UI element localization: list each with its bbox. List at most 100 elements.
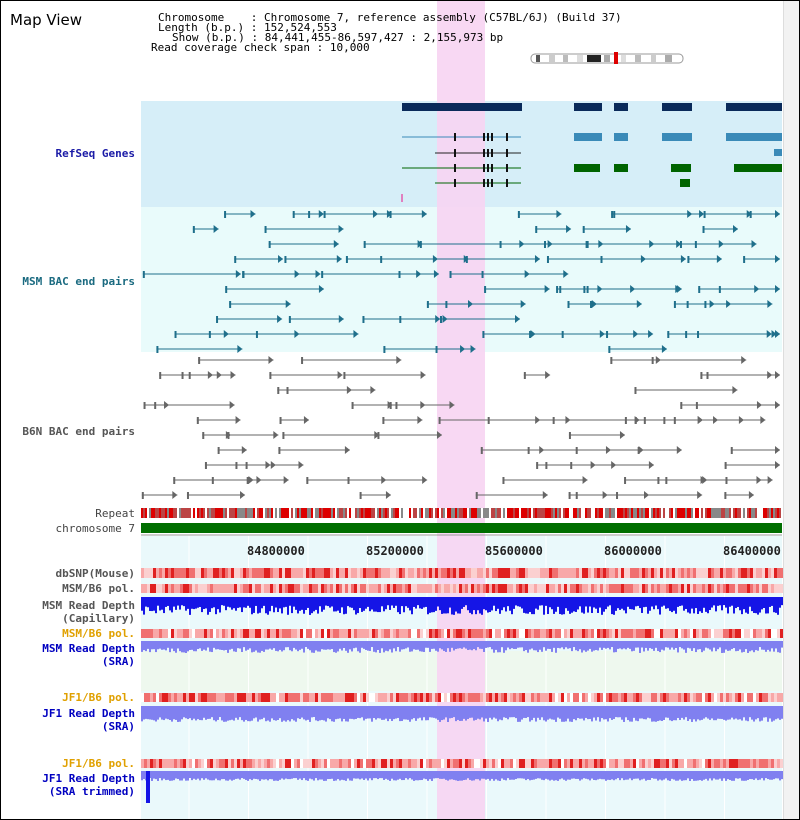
jf1-b6-pol-heat: [147, 693, 150, 702]
msm-depth-sra-bar: [325, 641, 327, 650]
jf1-depth-trimmed-bar: [473, 771, 475, 781]
msm-depth-capillary-label[interactable]: MSM Read Depth: [42, 599, 135, 612]
jf1-depth-trimmed-bar: [377, 771, 379, 780]
jf1-depth-trimmed-label[interactable]: JF1 Read Depth: [42, 772, 135, 785]
jf1-b6-pol-trimmed-label[interactable]: JF1/B6 pol.: [62, 757, 135, 770]
jf1-b6-pol-trimmed-heat: [348, 759, 351, 768]
dbsnp-heat: [705, 568, 708, 578]
jf1-b6-pol-trimmed-heat: [462, 759, 465, 768]
jf1-depth-trimmed-bar: [187, 771, 189, 781]
jf1-depth-trimmed-bar: [761, 771, 763, 779]
b6n-bac-pair: [303, 416, 309, 424]
msm-depth-capillary-bar: [463, 597, 465, 607]
jf1-depth-trimmed-bar: [243, 771, 245, 779]
msm-depth-sra-bar: [651, 641, 653, 649]
dbsnp-heat: [420, 568, 423, 578]
msm-b6-pol-sra-heat: [186, 629, 189, 638]
msm-depth-capillary-bar: [345, 597, 347, 614]
msm-bac-label[interactable]: MSM BAC end pairs: [22, 275, 135, 288]
jf1-depth-trimmed-bar: [505, 771, 507, 781]
jf1-depth-sra-bar: [199, 706, 201, 721]
repeat-mark: [655, 508, 657, 518]
jf1-b6-pol-heat: [492, 693, 495, 702]
msm-depth-capillary-bar: [375, 597, 377, 612]
msm-depth-capillary-bar: [545, 597, 547, 606]
msm-depth-sra-bar: [153, 641, 155, 650]
msm-b6-pol-heat: [717, 584, 720, 593]
msm-depth-sra-bar: [213, 641, 215, 648]
jf1-b6-pol-trimmed-heat: [171, 759, 174, 768]
dbsnp-heat: [714, 568, 717, 578]
msm-b6-pol-sra-heat: [192, 629, 195, 638]
jf1-depth-trimmed-bar: [585, 771, 587, 779]
dbsnp-heat: [408, 568, 411, 578]
jf1-depth-trimmed-bar: [551, 771, 553, 780]
msm-b6-pol-label[interactable]: MSM/B6 pol.: [62, 582, 135, 595]
msm-depth-capillary-bar: [195, 597, 197, 609]
dbsnp-heat: [225, 568, 228, 578]
msm-depth-sra-bar: [547, 641, 549, 649]
msm-depth-capillary-bar: [297, 597, 299, 614]
jf1-b6-pol-heat: [738, 693, 741, 702]
msm-b6-pol-sra-heat: [201, 629, 204, 638]
msm-depth-capillary-bar: [615, 597, 617, 611]
msm-b6-pol-sra-heat: [762, 629, 765, 638]
refseq-genes-label[interactable]: RefSeq Genes: [55, 147, 135, 160]
msm-b6-pol-heat: [489, 584, 492, 593]
b6n-bac-pair: [680, 402, 683, 409]
msm-b6-pol-sra-heat: [438, 629, 441, 638]
repeat-mark: [193, 508, 195, 518]
dbsnp-heat: [726, 568, 729, 578]
msm-b6-pol-sra-heat: [624, 629, 627, 638]
jf1-depth-trimmed-bar: [353, 771, 355, 779]
vertical-scrollbar[interactable]: [783, 1, 799, 819]
msm-depth-capillary-bar: [533, 597, 535, 615]
dbsnp-heat: [480, 568, 483, 578]
repeat-mark: [219, 508, 221, 518]
dbsnp-heat: [258, 568, 261, 578]
dbsnp-heat: [531, 568, 534, 578]
msm-depth-sra-bar: [241, 641, 243, 652]
jf1-depth-sra-bar: [367, 706, 369, 719]
jf1-depth-sra-label[interactable]: JF1 Read Depth: [42, 707, 135, 720]
msm-b6-pol-sra-heat: [522, 629, 525, 638]
dbsnp-heat: [222, 568, 225, 578]
dbsnp-label[interactable]: dbSNP(Mouse): [55, 567, 135, 580]
jf1-b6-pol-trimmed-heat: [453, 759, 456, 768]
jf1-b6-pol-trimmed-heat: [618, 759, 621, 768]
jf1-depth-trimmed-bar: [231, 771, 233, 781]
msm-depth-sra-bar: [245, 641, 247, 651]
b6n-bac-pair: [273, 431, 279, 439]
msm-b6-pol-sra-heat: [162, 629, 165, 638]
msm-depth-sra-label[interactable]: MSM Read Depth: [42, 642, 135, 655]
jf1-b6-pol-heat: [732, 693, 735, 702]
msm-depth-sra-bar: [435, 641, 437, 651]
jf1-depth-sra-bar: [571, 706, 573, 722]
b6n-bac-pair: [306, 477, 309, 484]
jf1-b6-pol-heat: [222, 693, 225, 702]
jf1-b6-pol-heat: [459, 693, 462, 702]
dbsnp-heat: [642, 568, 645, 578]
msm-b6-pol-sra-heat: [741, 629, 744, 638]
repeat-mark: [369, 508, 371, 518]
msm-b6-pol-sra-label[interactable]: MSM/B6 pol.: [62, 627, 135, 640]
jf1-b6-pol-heat: [312, 693, 315, 702]
length-info: Length (b.p.) : 152,524,553: [158, 21, 337, 34]
msm-b6-pol-heat: [336, 584, 339, 593]
msm-b6-pol-heat: [765, 584, 768, 593]
dbsnp-heat: [432, 568, 435, 578]
repeat-mark: [483, 508, 485, 518]
msm-b6-pol-sra-heat: [387, 629, 390, 638]
jf1-b6-pol-trimmed-heat: [465, 759, 468, 768]
jf1-depth-trimmed-bar: [457, 771, 459, 781]
msm-depth-capillary-bar: [241, 597, 243, 613]
jf1-depth-sra-bar: [561, 706, 563, 722]
jf1-depth-trimmed-bar: [483, 771, 485, 779]
msm-b6-pol-heat: [714, 584, 717, 593]
jf1-b6-pol-label[interactable]: JF1/B6 pol.: [62, 691, 135, 704]
jf1-b6-pol-heat: [279, 693, 282, 702]
b6n-bac-label[interactable]: B6N BAC end pairs: [22, 425, 135, 438]
jf1-depth-trimmed-bar: [491, 771, 493, 779]
repeat-mark: [255, 508, 257, 518]
msm-b6-pol-sra-heat: [300, 629, 303, 638]
